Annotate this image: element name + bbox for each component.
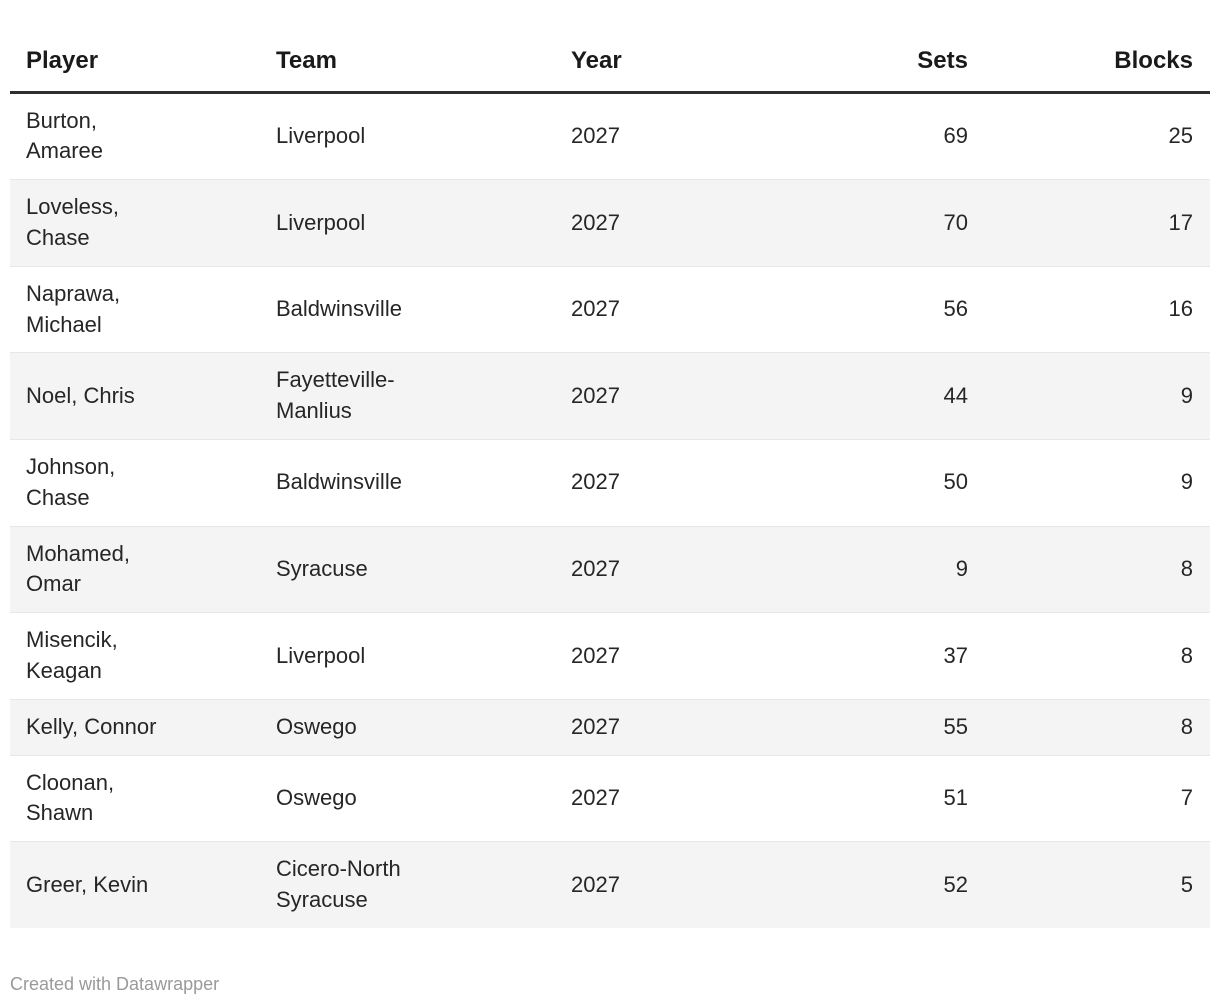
cell-year: 2027 (571, 122, 620, 148)
cell-blocks: 9 (978, 352, 1210, 440)
cell-sets: 56 (738, 265, 978, 353)
table-row: Noel, Chris Fayetteville- Manlius 2027 4… (10, 352, 1210, 440)
cell-team: Liverpool (276, 122, 366, 148)
cell-year: 2027 (555, 841, 738, 928)
cell-year: 2027 (555, 179, 738, 267)
table-row: Misencik, Keagan Liverpool 2027 37 8 (10, 612, 1210, 700)
cell-blocks: 16 (978, 265, 1210, 353)
cell-player: Naprawa, Michael (10, 265, 260, 353)
cell-team: Syracuse (260, 525, 555, 613)
cell-year: 2027 (555, 525, 738, 613)
cell-blocks: 8 (978, 525, 1210, 613)
cell-player: Misencik, Keagan (10, 612, 260, 700)
cell-team: Baldwinsville (260, 265, 555, 353)
header-row: Player Team Year Sets Blocks (10, 30, 1210, 94)
column-header-player: Player (10, 30, 260, 94)
cell-sets: 50 (738, 438, 978, 527)
cell-year: 2027 (555, 265, 738, 353)
cell-sets: 55 (738, 698, 978, 756)
cell-team: Liverpool (260, 612, 555, 700)
cell-player: Burton, Amaree (26, 107, 104, 164)
cell-player: Johnson, Chase (10, 438, 260, 527)
cell-sets: 37 (738, 612, 978, 700)
cell-player: Kelly, Connor (10, 698, 260, 756)
table-row: Burton, Amaree Liverpool 2027 69 25 (10, 92, 1210, 180)
column-header-sets: Sets (738, 30, 978, 94)
cell-year: 2027 (555, 612, 738, 700)
cell-blocks: 5 (978, 841, 1210, 928)
cell-team: Oswego (260, 698, 555, 756)
cell-sets: 51 (738, 754, 978, 842)
column-header-blocks: Blocks (978, 30, 1210, 94)
cell-team: Liverpool (260, 179, 555, 267)
table-row: Johnson, Chase Baldwinsville 2027 50 9 (10, 438, 1210, 527)
cell-blocks: 7 (978, 754, 1210, 842)
table-row: Mohamed, Omar Syracuse 2027 9 8 (10, 525, 1210, 613)
cell-sets: 70 (738, 179, 978, 267)
table-row: Kelly, Connor Oswego 2027 55 8 (10, 698, 1210, 756)
table-row: Naprawa, Michael Baldwinsville 2027 56 1… (10, 265, 1210, 353)
cell-sets: 69 (943, 122, 968, 148)
cell-player: Loveless, Chase (10, 179, 260, 267)
cell-blocks: 8 (978, 612, 1210, 700)
cell-team: Fayetteville- Manlius (260, 352, 555, 440)
cell-player: Noel, Chris (10, 352, 260, 440)
table-header: Player Team Year Sets Blocks (10, 30, 1210, 94)
cell-sets: 52 (738, 841, 978, 928)
table-row: Loveless, Chase Liverpool 2027 70 17 (10, 179, 1210, 267)
cell-blocks: 17 (978, 179, 1210, 267)
cell-team: Oswego (260, 754, 555, 842)
cell-year: 2027 (555, 754, 738, 842)
cell-team: Baldwinsville (260, 438, 555, 527)
column-header-year: Year (555, 30, 738, 94)
cell-sets: 9 (738, 525, 978, 613)
cell-year: 2027 (555, 698, 738, 756)
cell-year: 2027 (555, 438, 738, 527)
column-header-team: Team (260, 30, 555, 94)
datawrapper-attribution-link[interactable]: Created with Datawrapper (10, 973, 220, 994)
table-row: Greer, Kevin Cicero-North Syracuse 2027 … (10, 841, 1210, 928)
cell-player: Cloonan, Shawn (10, 754, 260, 842)
stats-table: Player Team Year Sets Blocks Burton, Ama… (10, 30, 1210, 928)
cell-blocks: 25 (1168, 122, 1193, 148)
cell-player: Greer, Kevin (10, 841, 260, 928)
cell-player: Mohamed, Omar (10, 525, 260, 613)
cell-team: Cicero-North Syracuse (260, 841, 555, 928)
cell-blocks: 9 (978, 438, 1210, 527)
cell-year: 2027 (555, 352, 738, 440)
cell-sets: 44 (738, 352, 978, 440)
cell-blocks: 8 (978, 698, 1210, 756)
table-row: Cloonan, Shawn Oswego 2027 51 7 (10, 754, 1210, 842)
table-body: Burton, Amaree Liverpool 2027 69 25 Love… (10, 92, 1210, 928)
